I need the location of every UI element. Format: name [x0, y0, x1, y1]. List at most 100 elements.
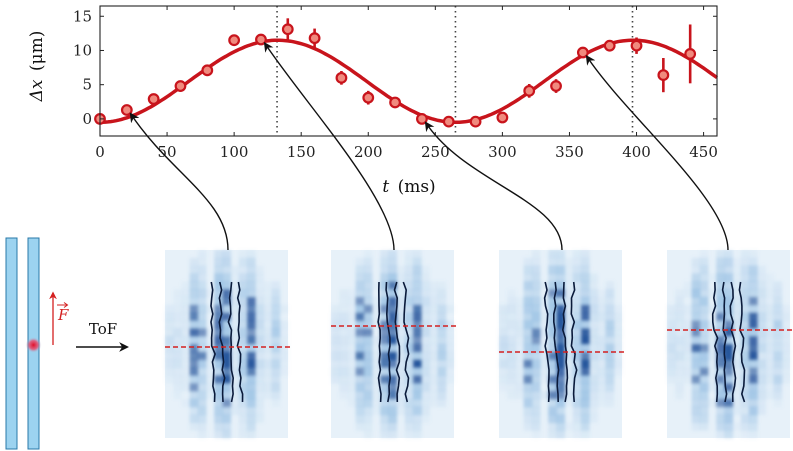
- cloud-pixel: [404, 414, 414, 423]
- cloud-pixel: [523, 257, 533, 267]
- cloud-pixel: [230, 406, 240, 415]
- cloud-pixel: [740, 391, 750, 400]
- fringe-line: [218, 281, 226, 403]
- cloud-pixel: [271, 359, 281, 368]
- cloud-pixel: [540, 336, 549, 345]
- cloud-pixel: [271, 398, 281, 408]
- cloud-pixel: [413, 273, 422, 282]
- cloud-pixel: [189, 351, 199, 361]
- cloud-pixel: [732, 265, 742, 274]
- cloud-pixel: [214, 398, 223, 408]
- cloud-pixel: [749, 391, 758, 400]
- cloud-pixel: [222, 406, 232, 415]
- cloud-pixel: [683, 289, 693, 298]
- cloud-pixel: [716, 351, 725, 361]
- cloud-pixel: [724, 289, 734, 298]
- cloud-pixel: [556, 289, 566, 298]
- cloud-pixel: [271, 312, 281, 321]
- cloud-pixel: [699, 383, 709, 392]
- cloud-pixel: [564, 304, 574, 314]
- cloud-pixel: [437, 359, 447, 368]
- cloud-pixel: [765, 367, 775, 376]
- cloud-pixel: [437, 344, 447, 353]
- cloud-pixel: [206, 367, 215, 376]
- cloud-pixel: [363, 281, 373, 290]
- cloud-pixel: [347, 391, 357, 400]
- cloud-pixel: [581, 320, 590, 329]
- cloud-pixel: [380, 383, 389, 392]
- cloud-pixel: [222, 391, 232, 400]
- cloud-pixel: [732, 289, 742, 298]
- cloud-pixel: [757, 281, 766, 290]
- cloud-pixel: [404, 351, 414, 361]
- cloud-pixel: [531, 297, 541, 306]
- cloud-pixel: [749, 351, 758, 361]
- cloud-pixel: [597, 289, 607, 298]
- cloud-pixel: [214, 320, 223, 329]
- cloud-pixel: [597, 328, 607, 337]
- cloud-pixel: [515, 375, 525, 384]
- cloud-pixel: [355, 383, 365, 392]
- cloud-pixel: [740, 406, 750, 415]
- cloud-pixel: [247, 336, 256, 345]
- cloud-pixel: [372, 320, 381, 329]
- cloud-pixel: [165, 367, 174, 376]
- cloud-pixel: [540, 344, 549, 353]
- x-tick-label: 400: [622, 143, 651, 161]
- data-point: [576, 46, 589, 59]
- cloud-pixel: [732, 344, 742, 353]
- cloud-pixel: [181, 375, 191, 384]
- cloud-pixel: [716, 375, 725, 384]
- cloud-pixel: [197, 351, 207, 361]
- cloud-pixel: [556, 391, 566, 400]
- y-axis-unit: (μm): [27, 31, 47, 71]
- cloud-pixel: [667, 344, 676, 353]
- cloud-pixel: [716, 383, 725, 392]
- cloud-pixel: [214, 289, 223, 298]
- cloud-pixel: [255, 383, 264, 392]
- cloud-pixel: [197, 273, 207, 282]
- cloud-pixel: [740, 250, 750, 259]
- cloud-pixel: [222, 281, 232, 290]
- cloud-pixel: [372, 304, 381, 314]
- cloud-pixel: [173, 297, 182, 306]
- cloud-pixel: [214, 375, 223, 384]
- cloud-pixel: [605, 344, 615, 353]
- cloud-pixel: [230, 359, 240, 368]
- cloud-pixel: [173, 328, 182, 337]
- cloud-pixel: [255, 414, 264, 423]
- cloud-pixel: [749, 328, 758, 337]
- cloud-pixel: [421, 414, 430, 423]
- cloud-pixel: [523, 265, 533, 274]
- cloud-pixel: [507, 304, 516, 314]
- cloud-pixel: [230, 344, 240, 353]
- cloud-pixel: [363, 383, 373, 392]
- cloud-pixel: [581, 414, 590, 423]
- cloud-pixel: [421, 328, 430, 337]
- cloud-pixel: [263, 391, 273, 400]
- cloud-pixel: [165, 351, 174, 361]
- cloud-pixel: [255, 406, 264, 415]
- cloud-pixel: [749, 281, 758, 290]
- cloud-pixel: [413, 281, 422, 290]
- cloud-pixel: [724, 250, 734, 259]
- cloud-pixel: [255, 312, 264, 321]
- cloud-pixel: [413, 304, 422, 314]
- cloud-pixel: [564, 344, 574, 353]
- cloud-pixel: [429, 351, 439, 361]
- cloud-pixel: [597, 297, 607, 306]
- cloud-pixel: [437, 336, 447, 345]
- cloud-pixel: [572, 265, 582, 274]
- cloud-pixel: [388, 398, 398, 408]
- cloud-pixel: [404, 383, 414, 392]
- cloud-pixel: [247, 351, 256, 361]
- cloud-pixel: [765, 281, 775, 290]
- cloud-pixel: [413, 312, 422, 321]
- cloud-pixel: [667, 304, 676, 314]
- cloud-pixel: [396, 281, 406, 290]
- cloud-pixel: [230, 383, 240, 392]
- cloud-pixel: [404, 257, 414, 267]
- cloud-pixel: [396, 304, 406, 314]
- cloud-pixel: [347, 359, 357, 368]
- cloud-pixel: [413, 359, 422, 368]
